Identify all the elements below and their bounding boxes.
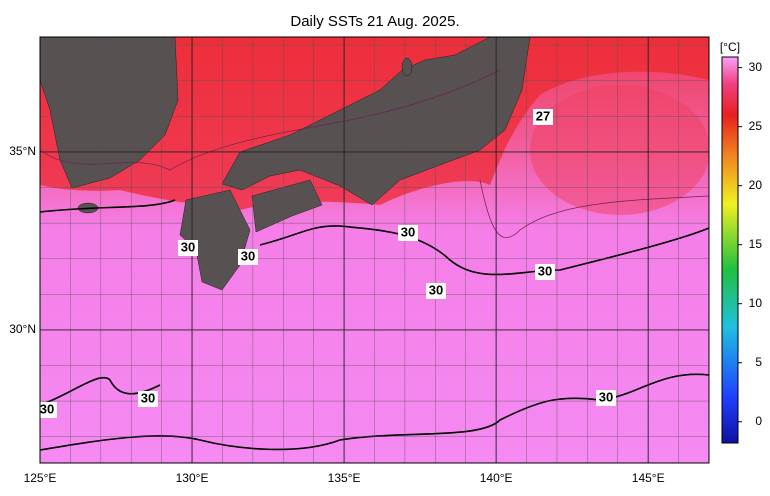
contour-label: 27 xyxy=(536,108,550,123)
contour-label: 30 xyxy=(599,389,613,404)
contour-label: 30 xyxy=(538,263,552,278)
colorbar-tick-label: 20 xyxy=(749,178,763,192)
map-area: 27 30 30 30 30 30 30 30 30 xyxy=(40,37,709,463)
contour-labels: 27 30 30 30 30 30 30 30 30 xyxy=(40,108,616,418)
x-tick-label: 140°E xyxy=(480,471,513,485)
contour-label: 30 xyxy=(141,390,155,405)
colorbar-tick-label: 5 xyxy=(755,355,762,369)
y-tick-label: 35°N xyxy=(9,144,36,158)
colorbar-tick-label: 0 xyxy=(755,414,762,428)
y-tick-label: 30°N xyxy=(9,322,36,336)
contour-label-bg xyxy=(596,390,616,406)
colorbar-tick-label: 10 xyxy=(749,296,763,310)
x-tick-label: 145°E xyxy=(632,471,665,485)
colorbar xyxy=(721,56,739,444)
map-frame xyxy=(39,36,710,464)
contour-label-bg xyxy=(535,264,555,280)
axes: 125°E 130°E 135°E 140°E 145°E 30°N 35°N xyxy=(9,144,664,485)
contour-label-bg xyxy=(426,283,446,299)
grid xyxy=(40,37,709,463)
colorbar-tick-label: 30 xyxy=(749,60,763,74)
x-tick-label: 125°E xyxy=(24,471,57,485)
title: Daily SSTs 21 Aug. 2025. xyxy=(290,13,459,30)
warm-eddy xyxy=(530,85,709,215)
contour-thin xyxy=(40,69,709,238)
x-tick-label: 135°E xyxy=(328,471,361,485)
contour-label: 30 xyxy=(40,401,54,416)
colorbar-tick-label: 15 xyxy=(749,237,763,251)
contour-label-bg xyxy=(238,249,258,265)
colorbar-tick-label: 25 xyxy=(749,119,763,133)
land xyxy=(40,37,531,291)
contour-label: 30 xyxy=(401,224,415,239)
contour-label-bg xyxy=(533,109,553,125)
contour-label-bg xyxy=(40,402,57,418)
colorbar-label: [°C] xyxy=(720,40,740,54)
contour-label-bg xyxy=(138,391,158,407)
contour-label: 30 xyxy=(181,239,195,254)
contour-label-bg xyxy=(398,225,418,241)
contour-label-bg xyxy=(178,240,198,256)
contour-label: 30 xyxy=(241,248,255,263)
contour-label: 30 xyxy=(429,282,443,297)
x-tick-label: 130°E xyxy=(176,471,209,485)
